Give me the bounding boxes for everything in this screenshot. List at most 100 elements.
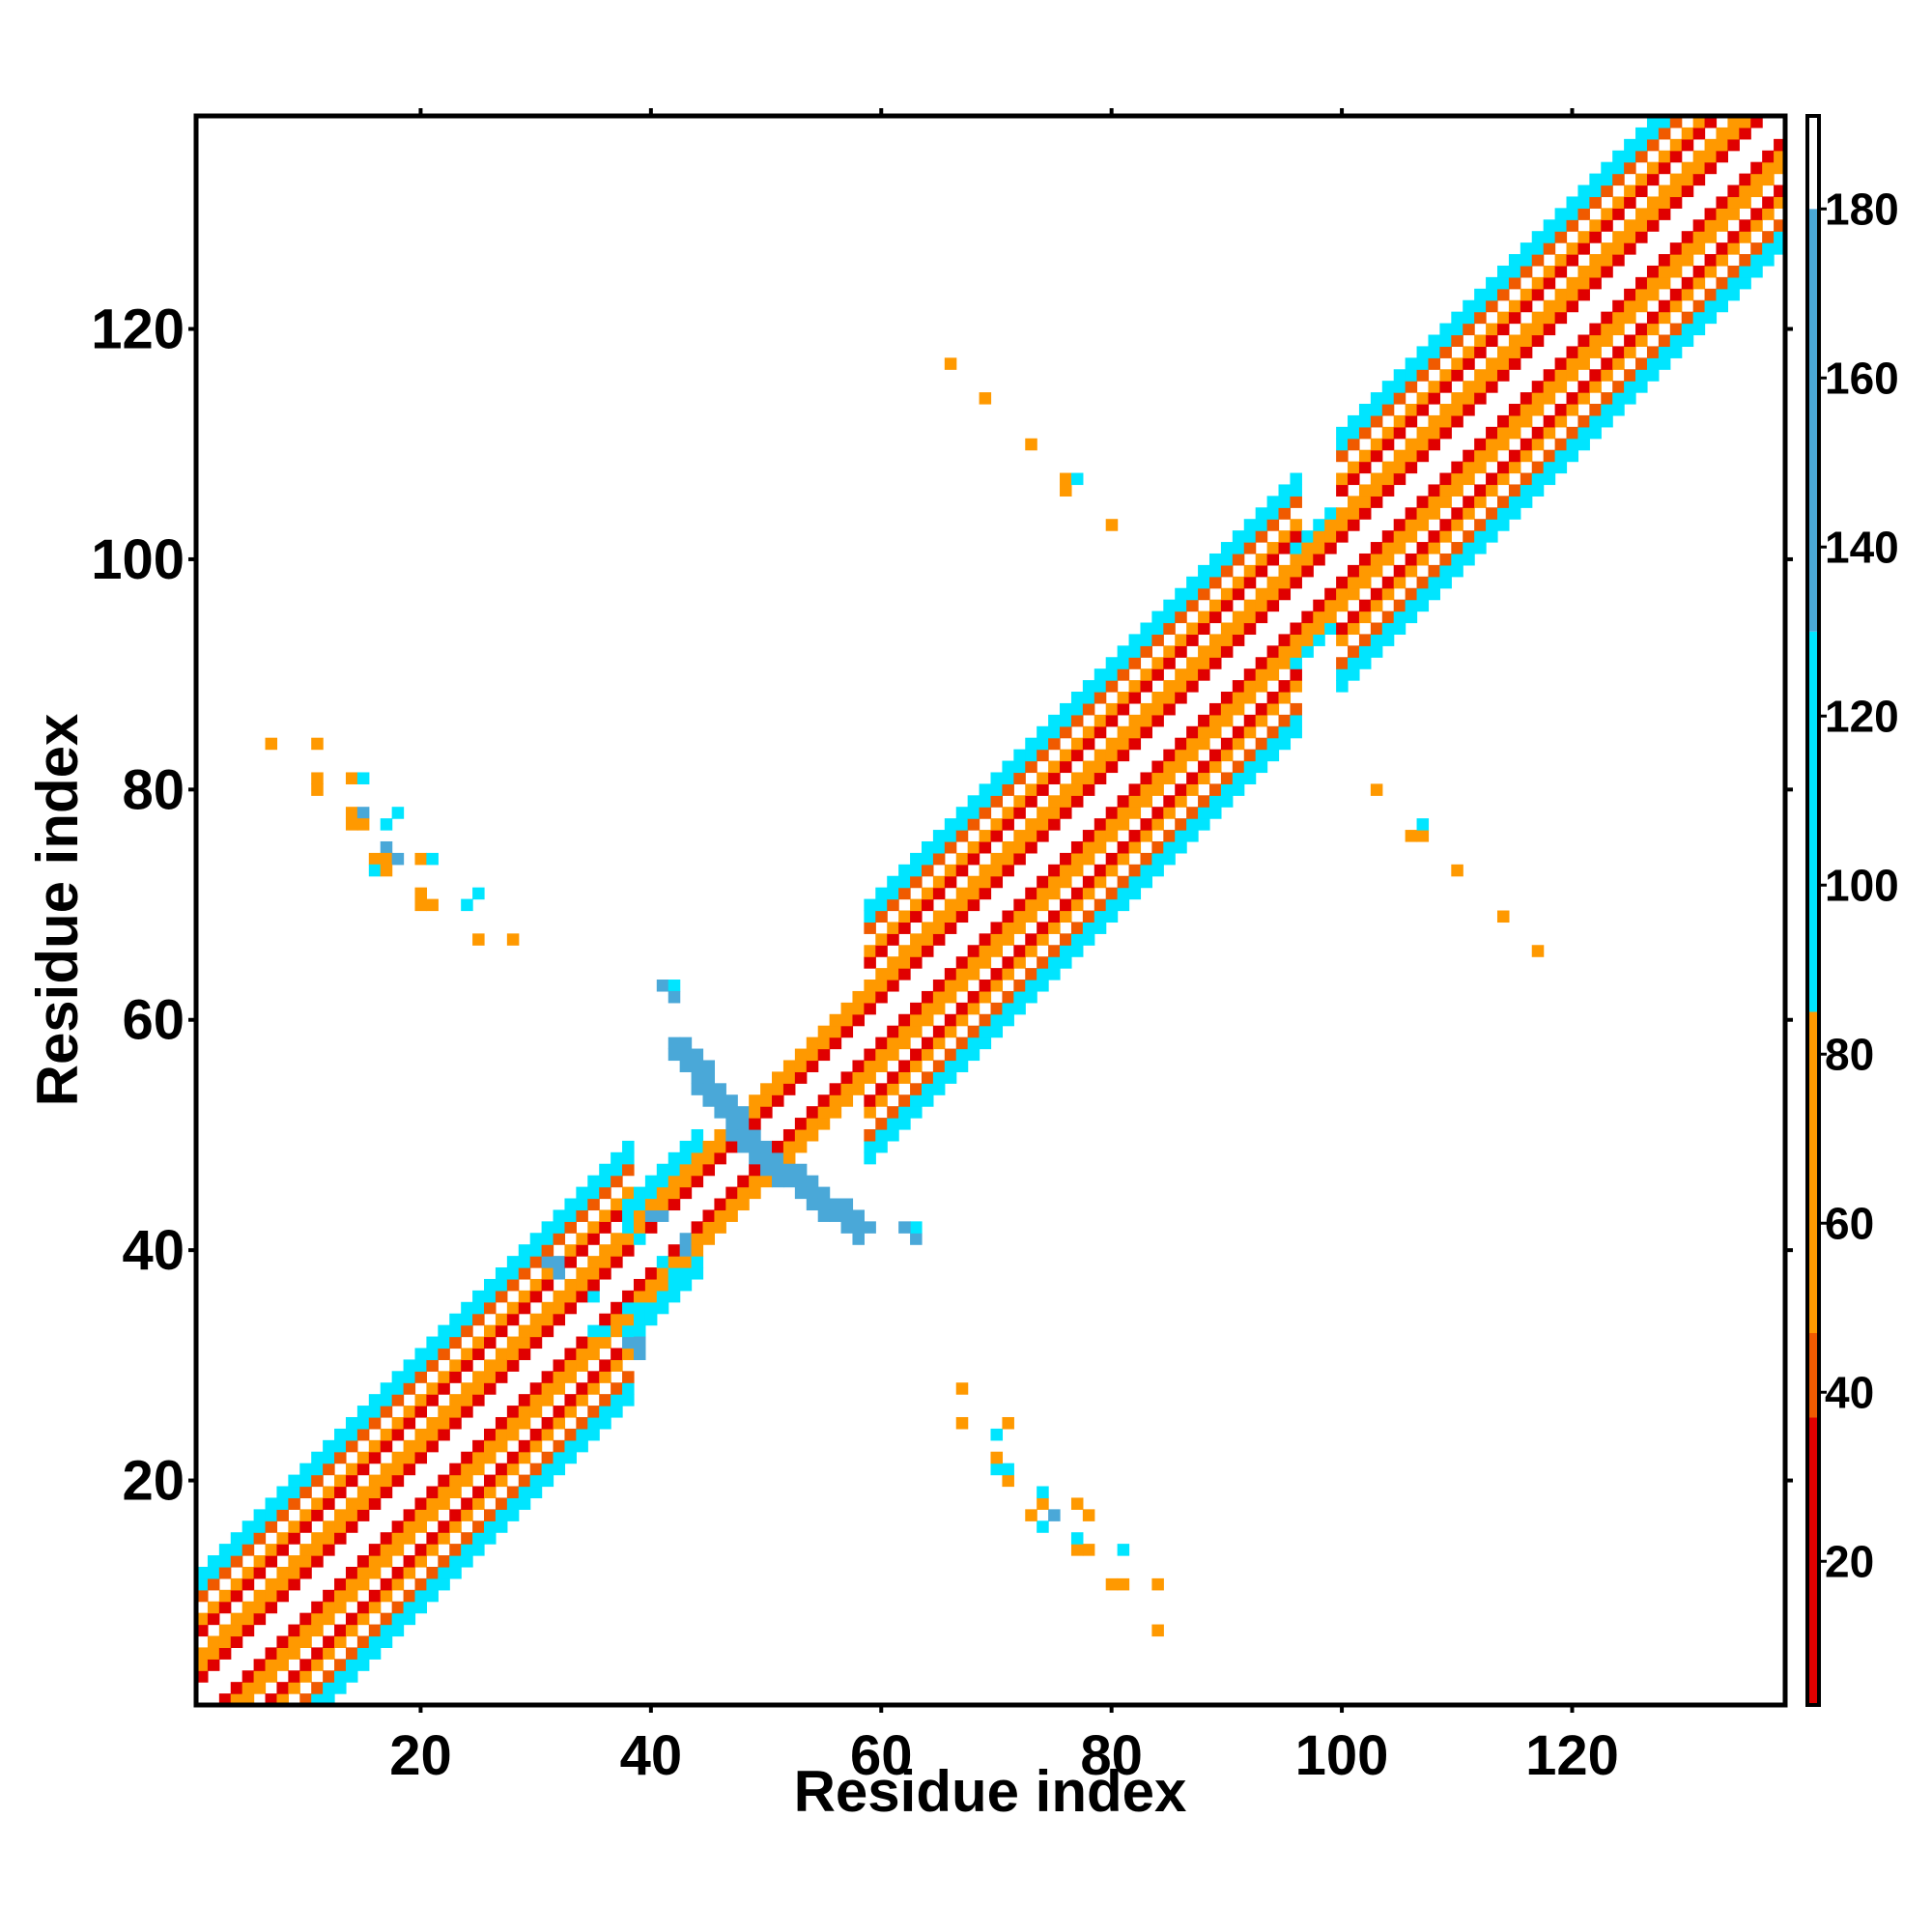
heatmap-cell [334, 1509, 347, 1521]
heatmap-cell [1313, 599, 1325, 612]
heatmap-cell [1013, 956, 1026, 969]
heatmap-cell [840, 1071, 854, 1084]
heatmap-cell [564, 1278, 577, 1292]
heatmap-cell [1128, 725, 1142, 739]
heatmap-cell [1060, 956, 1072, 969]
heatmap-cell [1405, 507, 1418, 520]
heatmap-cell [1290, 680, 1302, 693]
heatmap-cell [426, 1416, 439, 1430]
heatmap-cell [472, 1348, 485, 1360]
heatmap-cell [806, 1060, 819, 1072]
heatmap-cell [438, 1566, 450, 1579]
heatmap-cell [1496, 311, 1510, 325]
heatmap-cell [1037, 898, 1049, 912]
heatmap-cell [218, 1566, 232, 1579]
heatmap-cell [714, 1209, 726, 1222]
heatmap-cell [368, 1406, 382, 1418]
heatmap-cell [1589, 369, 1602, 382]
heatmap-cell [323, 1439, 335, 1453]
heatmap-cell [1232, 760, 1245, 774]
heatmap-cell [218, 1635, 232, 1648]
heatmap-cell [253, 1566, 267, 1579]
heatmap-cell [391, 1416, 405, 1430]
heatmap-cell [1290, 622, 1302, 636]
heatmap-cell [1037, 968, 1049, 980]
heatmap-cell [1508, 426, 1521, 440]
heatmap-cell [1070, 1544, 1084, 1556]
heatmap-cell [782, 1060, 796, 1072]
heatmap-cell [887, 980, 899, 992]
heatmap-cell [829, 1013, 842, 1027]
heatmap-cell [1208, 749, 1222, 762]
heatmap-cell [1624, 161, 1636, 175]
heatmap-cell [299, 1520, 312, 1533]
heatmap-cell [691, 1244, 704, 1257]
heatmap-cell [506, 1509, 520, 1521]
heatmap-cell [414, 1451, 428, 1464]
heatmap-cell [461, 1406, 473, 1418]
heatmap-cell [253, 1589, 267, 1603]
heatmap-cell [1474, 392, 1487, 405]
heatmap-cell [518, 1474, 531, 1488]
heatmap-cell [334, 1520, 347, 1533]
heatmap-cell [1232, 772, 1245, 784]
x-axis-ticks: 20 40 60 80 100 120 [389, 108, 1619, 1787]
heatmap-cell [253, 1509, 267, 1521]
heatmap-cell [622, 1198, 635, 1211]
heatmap-cell [506, 1416, 520, 1430]
heatmap-cell [921, 864, 934, 877]
heatmap-cell [1324, 542, 1337, 554]
heatmap-cell [1140, 702, 1152, 716]
heatmap-cell [979, 887, 992, 900]
heatmap-cell [1774, 161, 1786, 175]
heatmap-cell [1624, 369, 1636, 382]
heatmap-cell [1451, 414, 1463, 428]
heatmap-cell [276, 1659, 289, 1671]
heatmap-cell [1198, 795, 1210, 808]
heatmap-cell [1405, 564, 1418, 578]
heatmap-cell [299, 1509, 312, 1521]
heatmap-cell [668, 1048, 681, 1062]
heatmap-cell [875, 933, 888, 946]
heatmap-cell [656, 1175, 669, 1188]
heatmap-cell [1255, 564, 1268, 578]
heatmap-cell [1313, 542, 1325, 554]
heatmap-cell [288, 1566, 300, 1579]
heatmap-cell [898, 922, 911, 934]
heatmap-cell [1290, 542, 1302, 554]
heatmap-cell [1255, 611, 1268, 624]
heatmap-cell [772, 1071, 784, 1084]
heatmap-cell [438, 1416, 450, 1430]
heatmap-cell [1278, 542, 1292, 554]
heatmap-cell [461, 1324, 473, 1338]
heatmap-cell [1105, 749, 1119, 762]
heatmap-cell [979, 864, 992, 877]
y-axis-label: Residue index [25, 714, 90, 1107]
heatmap-cell [529, 1336, 543, 1350]
heatmap-cell [1220, 553, 1234, 566]
heatmap-cell [1635, 323, 1648, 336]
heatmap-cell [1048, 887, 1061, 900]
heatmap-cell [967, 1002, 980, 1015]
heatmap-cell [1520, 484, 1533, 497]
heatmap-cell [944, 357, 957, 370]
heatmap-cell [1002, 807, 1014, 819]
heatmap-cell [944, 1060, 957, 1072]
heatmap-cell [1624, 150, 1636, 163]
heatmap-cell [1198, 668, 1210, 681]
heatmap-cell [1105, 864, 1119, 877]
heatmap-cell [910, 910, 923, 923]
heatmap-cell [679, 1186, 693, 1200]
heatmap-cell [1370, 599, 1383, 612]
heatmap-cell [506, 1313, 520, 1326]
heatmap-cell [1070, 772, 1084, 784]
heatmap-cell [414, 1509, 428, 1521]
heatmap-cell [817, 1118, 831, 1130]
heatmap-cell [611, 1233, 623, 1245]
heatmap-cell [679, 1048, 693, 1062]
heatmap-cell [725, 1186, 738, 1200]
heatmap-cell [461, 898, 473, 912]
heatmap-cell [472, 1486, 485, 1499]
heatmap-cell [1370, 542, 1383, 554]
heatmap-cell [668, 1175, 681, 1188]
